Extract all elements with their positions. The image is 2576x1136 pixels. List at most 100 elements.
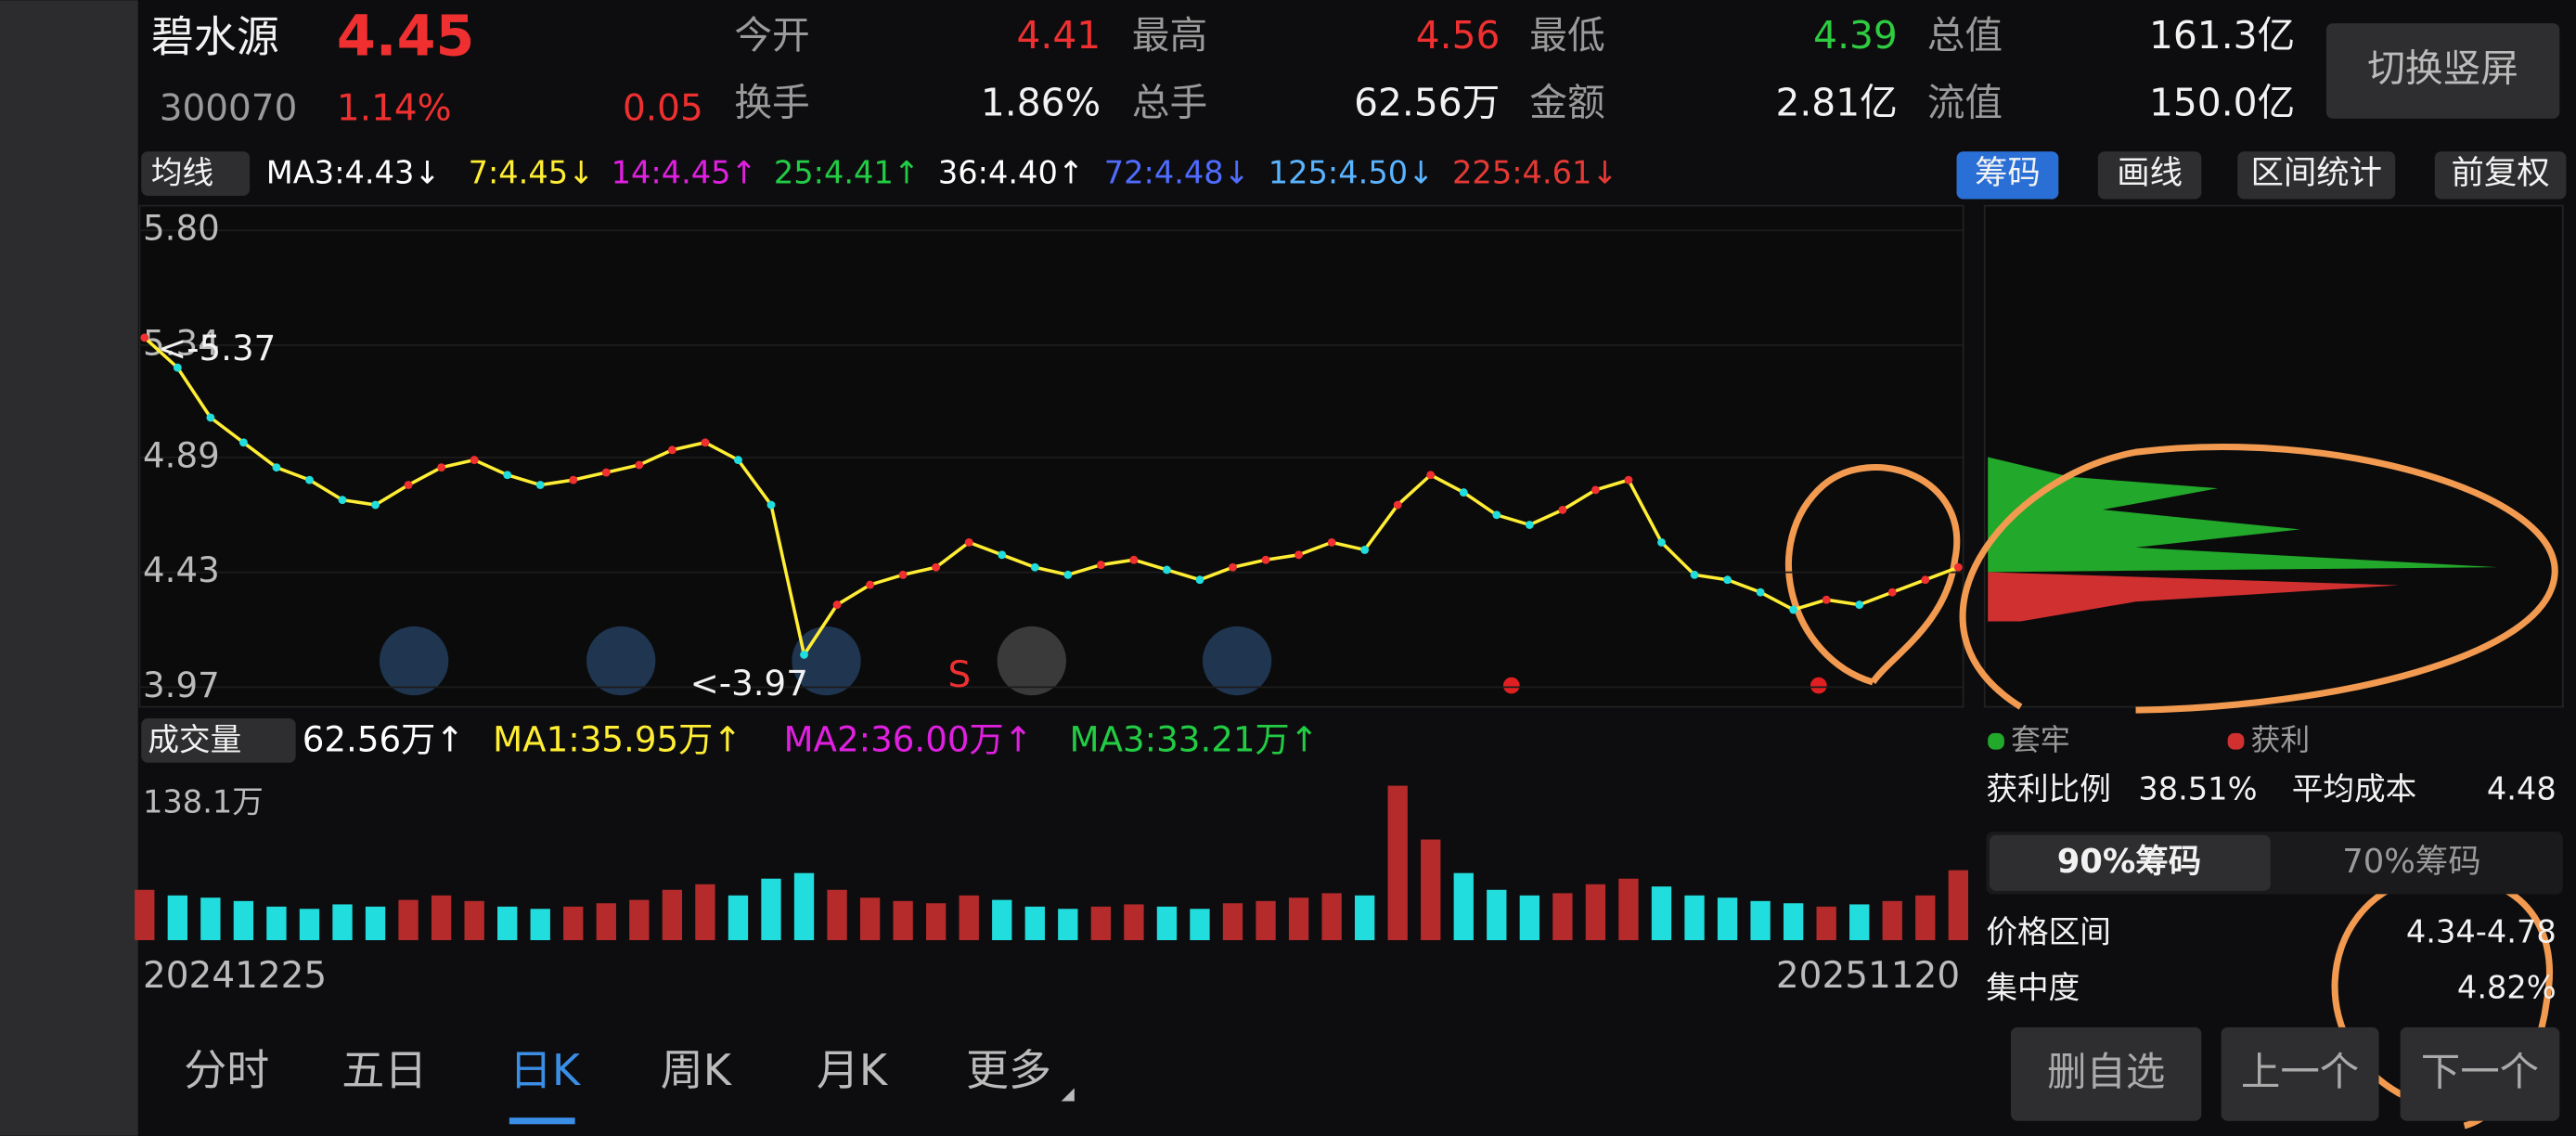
price-point [800, 650, 808, 659]
volume-bar [827, 889, 847, 940]
chip-label: 价格区间 [1986, 913, 2111, 949]
action-button-label: 上一个 [2241, 1051, 2359, 1096]
volume-bar [1948, 870, 1968, 940]
ma-value: 25:4.41↑ [774, 154, 920, 190]
zoom-in[interactable] [586, 626, 656, 696]
price-point [305, 475, 314, 484]
volume-bar [332, 904, 353, 940]
volume-bar [728, 895, 749, 940]
annotation: <-3.97 [690, 663, 808, 704]
y-tick-label: 4.43 [143, 549, 220, 590]
tool-button[interactable] [2237, 151, 2396, 200]
y-tick-label: 4.89 [143, 434, 220, 475]
stat-label: 最低 [1529, 13, 1604, 58]
hand-circle [1785, 464, 1961, 686]
volume-bar [959, 895, 979, 940]
volume-bar [1288, 897, 1309, 940]
volume-bar [299, 909, 320, 940]
action-button[interactable] [2221, 1026, 2379, 1121]
price-point [1822, 595, 1831, 604]
price-point [1624, 475, 1633, 484]
action-button[interactable] [2400, 1026, 2560, 1121]
next-page[interactable] [997, 626, 1066, 696]
action-button-label: 下一个 [2421, 1051, 2539, 1096]
volume-bar [1684, 895, 1705, 940]
price-point [1261, 555, 1270, 564]
price-point [1459, 488, 1468, 497]
price-point [437, 463, 446, 472]
volume-bar [266, 906, 287, 940]
volume-bar [893, 900, 913, 940]
volume-bar [1849, 904, 1870, 940]
volume-bar [1190, 909, 1210, 940]
volume-bar [1321, 893, 1342, 940]
volume-bar [1915, 895, 1936, 940]
price-point [1030, 562, 1039, 572]
stat-label: 总手 [1132, 81, 1207, 125]
price-point [1327, 537, 1336, 547]
price-line [143, 336, 1959, 659]
volume-bar [761, 878, 781, 940]
price-point [932, 562, 941, 572]
chip-label: 平均成本 [2292, 770, 2417, 807]
price-point [338, 496, 347, 505]
price-point [1426, 471, 1436, 480]
change: 0.05 [623, 87, 703, 129]
tool-label: 画线 [2117, 154, 2183, 192]
chip-tab-selected[interactable] [1989, 834, 2271, 891]
orient-button-label: 切换竖屏 [2367, 45, 2518, 90]
stat-value: 150.0亿 [2149, 81, 2295, 125]
ma-selector-label: 均线 [151, 154, 213, 190]
prev-page[interactable] [792, 626, 861, 696]
reset[interactable] [1202, 626, 1272, 696]
stock-code: 300070 [160, 87, 298, 129]
stat-value: 161.3亿 [2149, 13, 2295, 58]
stat-label: 流值 [1927, 81, 2003, 125]
price-point [766, 500, 776, 510]
price-point [898, 570, 908, 579]
price-point [371, 500, 380, 510]
price-point [1163, 565, 1171, 574]
volume-ma: 62.56万↑ [303, 718, 465, 759]
chip-tab: 90%筹码 [2057, 843, 2202, 881]
x-label: 20241225 [143, 955, 327, 997]
tool-button[interactable] [2097, 151, 2202, 200]
price-point [569, 475, 578, 484]
price-point [667, 445, 676, 455]
tab-underline [509, 1117, 575, 1125]
volume-ma: MA2:36.00万↑ [783, 718, 1032, 759]
price-point [173, 363, 182, 372]
volume-bar [200, 897, 221, 940]
volume-bar [135, 889, 155, 940]
price-point [1063, 570, 1073, 579]
ma-value: 14:4.45↑ [612, 154, 757, 190]
orient-button[interactable] [2325, 23, 2560, 119]
action-button[interactable] [2010, 1026, 2202, 1121]
tool-button[interactable] [1956, 151, 2059, 200]
price-point [1756, 587, 1765, 597]
volume-bar [398, 899, 419, 940]
volume-bar [497, 906, 518, 940]
volume-selector[interactable] [141, 717, 296, 763]
tool-button[interactable] [2434, 151, 2567, 200]
stat-value: 4.56 [1416, 13, 1501, 58]
price-panel [138, 204, 1964, 708]
stat-value: 1.86% [981, 81, 1101, 125]
price-point [1393, 500, 1402, 510]
stat-label: 总值 [1927, 13, 2003, 58]
ma-value: MA3:4.43↓ [266, 154, 441, 190]
price-point [964, 537, 973, 547]
ma-selector[interactable] [141, 151, 251, 197]
volume-selector-label: 成交量 [148, 721, 241, 757]
stat-label: 换手 [734, 81, 809, 125]
period-tab: 日K [509, 1045, 582, 1095]
volume-bar [1487, 889, 1507, 940]
volume-bar [1783, 903, 1804, 940]
price-point [1294, 550, 1304, 560]
price-point [1855, 600, 1864, 610]
price-point [1921, 575, 1930, 585]
x-label: 20251120 [1776, 955, 1960, 997]
price-point [832, 600, 842, 610]
zoom-out[interactable] [379, 626, 449, 696]
